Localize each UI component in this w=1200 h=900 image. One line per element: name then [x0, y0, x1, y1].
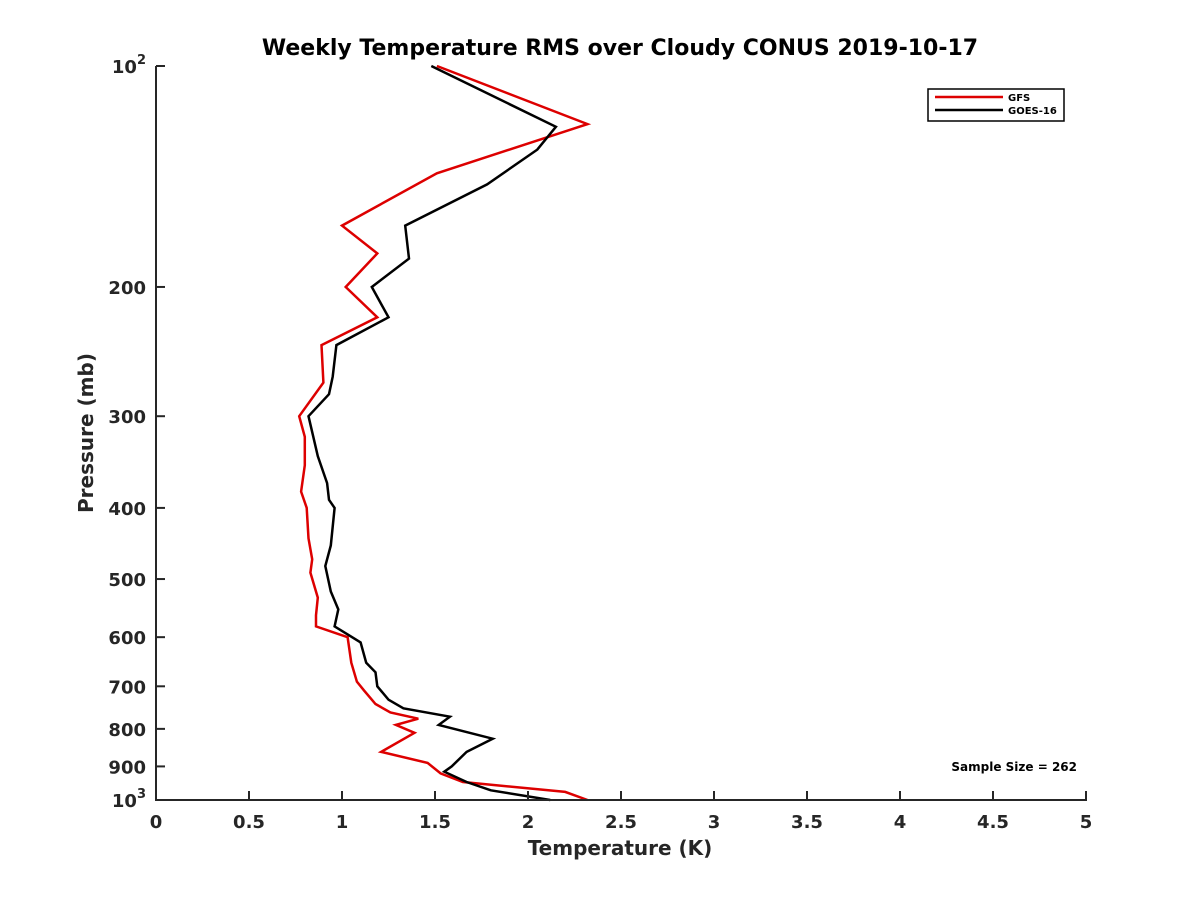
x-axis-label: Temperature (K) [528, 836, 713, 860]
chart-title: Weekly Temperature RMS over Cloudy CONUS… [262, 36, 978, 61]
x-tick-label-3: 1.5 [419, 812, 451, 833]
x-tick-label-8: 4 [894, 812, 907, 833]
plot-area: 0 0.5 1 1.5 2 2.5 3 3.5 4 4.5 5 102 200 300 400 500 600 7… [108, 53, 1092, 833]
series-line-1 [307, 64, 558, 802]
x-tick-label-6: 3 [708, 812, 721, 833]
series-line-0 [297, 64, 592, 802]
y-tick-label-9: 103 [112, 787, 146, 812]
x-tick-label-5: 2.5 [605, 812, 637, 833]
sample-size-annotation: Sample Size = 262 [951, 760, 1077, 774]
y-tick-label-0: 102 [112, 53, 146, 78]
y-tick-label-6: 700 [108, 677, 146, 698]
x-tick-label-2: 1 [336, 812, 349, 833]
x-tick-label-7: 3.5 [791, 812, 823, 833]
legend-label-gfs: GFS [1008, 93, 1030, 104]
x-tick-label-1: 0.5 [233, 812, 265, 833]
y-tick-label-1: 200 [108, 278, 146, 299]
x-tick-label-4: 2 [522, 812, 535, 833]
x-tick-label-10: 5 [1080, 812, 1093, 833]
y-tick-label-8: 900 [108, 757, 146, 778]
legend-box [927, 88, 1065, 122]
x-tick-label-9: 4.5 [977, 812, 1009, 833]
legend-label-goes16: GOES-16 [1008, 106, 1057, 117]
y-tick-label-4: 500 [108, 570, 146, 591]
y-tick-label-5: 600 [108, 628, 146, 649]
x-tick-label-0: 0 [150, 812, 163, 833]
y-tick-label-2: 300 [108, 407, 146, 428]
y-tick-label-3: 400 [108, 499, 146, 520]
y-axis-label: Pressure (mb) [74, 353, 98, 513]
y-tick-label-7: 800 [108, 720, 146, 741]
